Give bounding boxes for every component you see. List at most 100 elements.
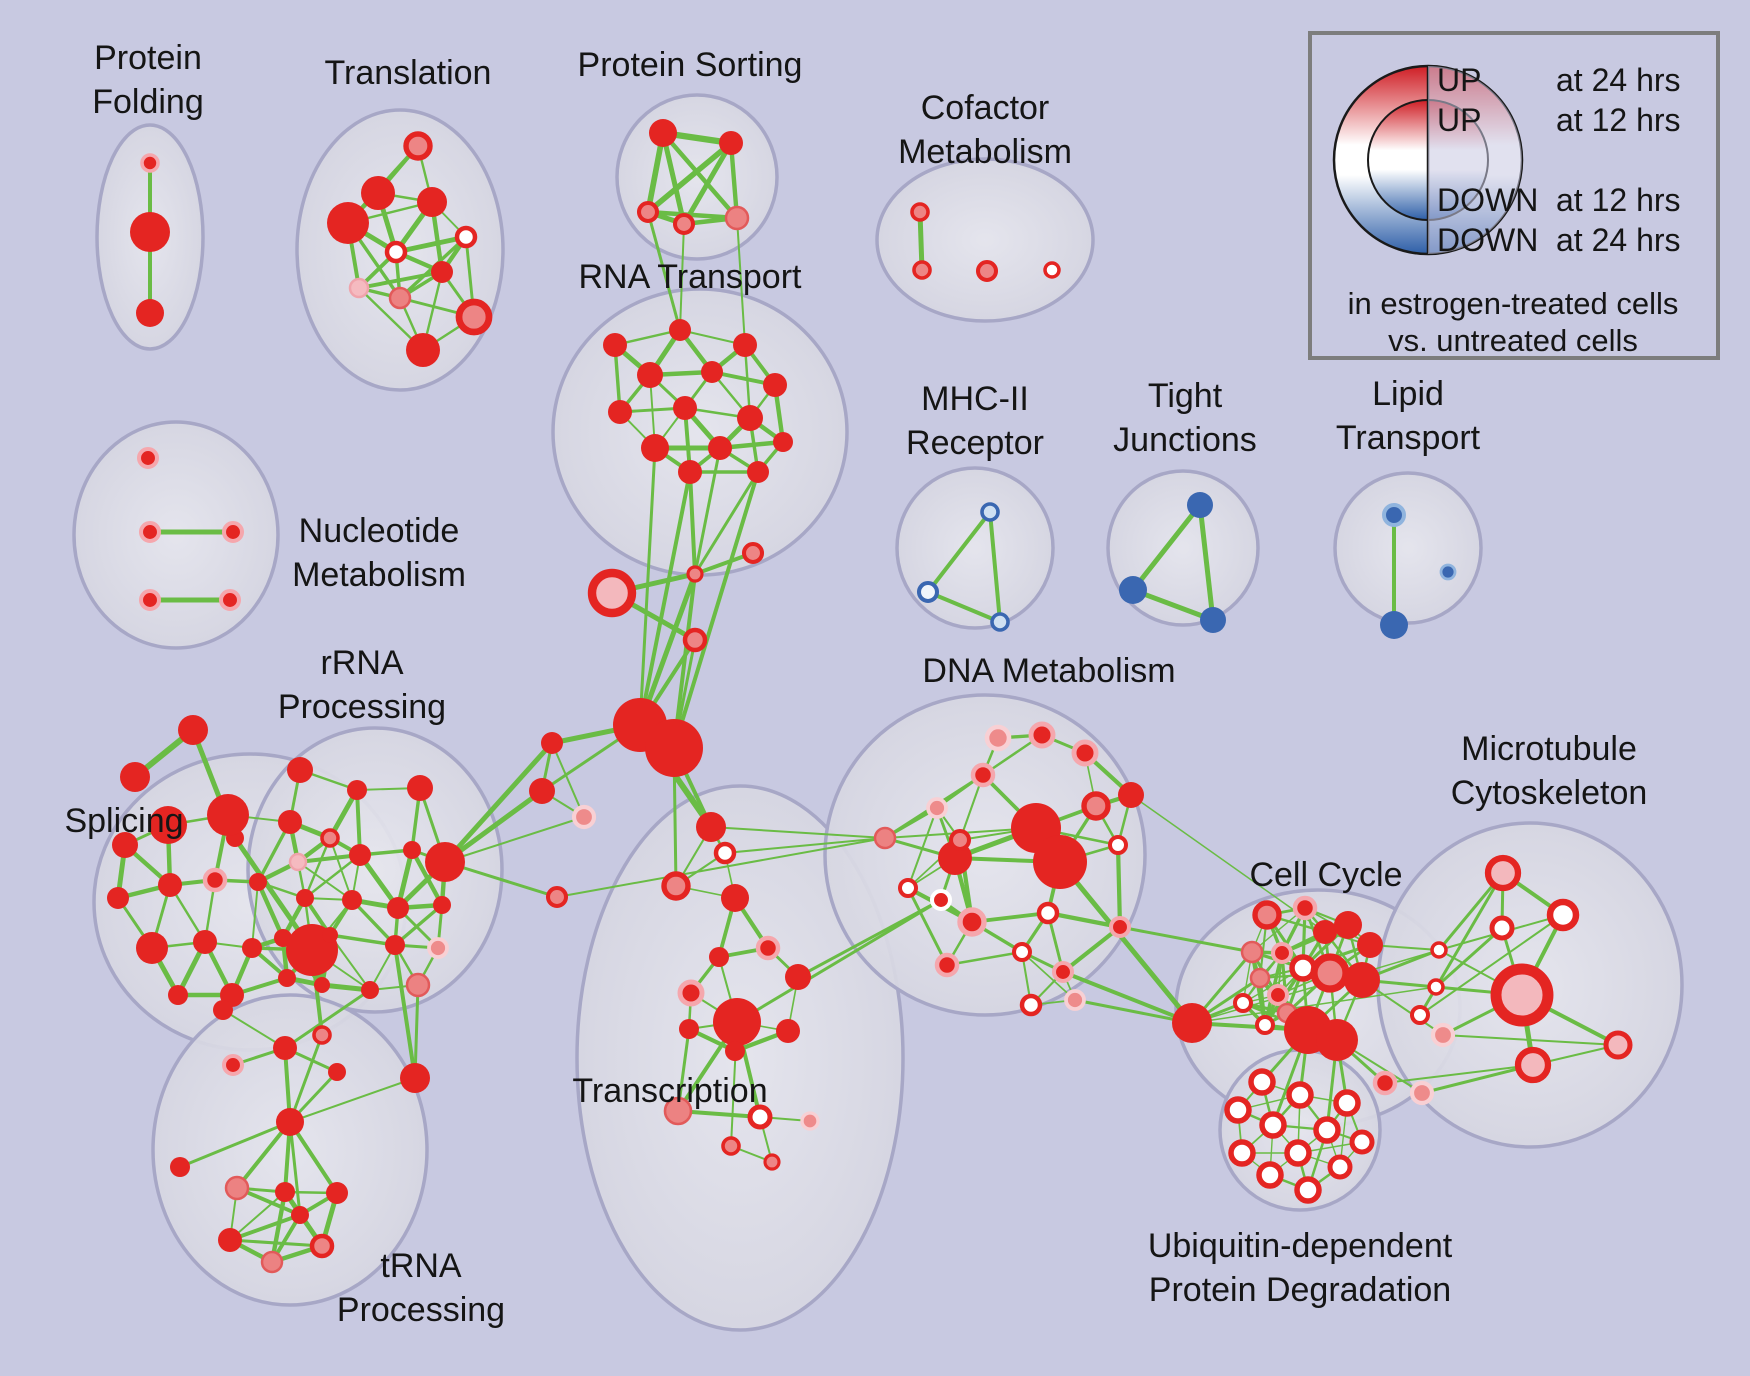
network-node-red: [274, 929, 292, 947]
network-node-pinkRingRed: [138, 520, 162, 544]
cluster-label-trna-processing: tRNA: [380, 1247, 462, 1285]
edge: [444, 816, 585, 863]
network-node-redRingPinkDark: [636, 200, 660, 224]
legend-direction-label: DOWN: [1437, 182, 1538, 218]
edge: [255, 879, 286, 941]
network-node-paleRingPink: [800, 1111, 820, 1131]
network-node-redRingPinkDark: [545, 885, 569, 909]
network-node-red: [709, 947, 729, 967]
cluster-ellipse-nucleotide-metabolism: [72, 420, 280, 650]
network-node-red: [1344, 962, 1380, 998]
cluster-label-microtubule-cytoskeleton: Cytoskeleton: [1451, 774, 1648, 812]
network-node-red: [291, 1206, 309, 1224]
cluster-label-ubiquitin-degradation: Protein Degradation: [1149, 1271, 1451, 1309]
edge: [684, 407, 696, 575]
edge: [926, 510, 992, 594]
network-node-redRingWhite: [713, 841, 737, 865]
edge: [1045, 910, 1123, 930]
edge: [736, 217, 746, 346]
cluster-label-splicing: Splicing: [64, 802, 183, 840]
network-node-red: [275, 1182, 295, 1202]
network-node-redRingWhite: [1284, 1139, 1312, 1167]
network-node-redRingWhite: [1012, 942, 1032, 962]
cluster-label-microtubule-cytoskeleton: Microtubule: [1461, 730, 1637, 768]
network-node-red: [708, 436, 732, 460]
cluster-label-lipid-transport: Lipid: [1372, 375, 1444, 413]
cluster-label-trna-processing: Processing: [337, 1291, 505, 1329]
legend-time-label: at 24 hrs: [1556, 62, 1681, 98]
network-node-red: [158, 873, 182, 897]
network-node-redRingPinkDark: [403, 131, 433, 161]
network-node-red: [645, 719, 703, 777]
edge: [693, 470, 760, 576]
edge: [303, 836, 332, 900]
network-node-redRingWhite: [1327, 1154, 1353, 1180]
edge: [907, 807, 938, 889]
network-node-redRingPinkDark: [312, 1025, 332, 1045]
network-node-red: [249, 873, 267, 891]
edge: [228, 1238, 324, 1248]
network-node-blue: [1119, 576, 1147, 604]
network-node-red: [713, 998, 761, 1046]
network-node-red: [387, 897, 409, 919]
network-node-blue: [1187, 492, 1213, 518]
edge: [945, 950, 1024, 967]
network-node-red: [679, 1019, 699, 1039]
network-node-redRingWhite: [1255, 1015, 1275, 1035]
edge: [393, 903, 444, 947]
network-node-paleRingPink: [926, 797, 948, 819]
network-node-red: [673, 396, 697, 420]
network-node-red: [276, 1108, 304, 1136]
cluster-ellipse-lipid-transport: [1333, 471, 1483, 625]
network-node-redRingWhite: [1294, 1176, 1322, 1204]
legend-time-label: at 12 hrs: [1556, 102, 1681, 138]
network-node-red: [608, 400, 632, 424]
network-node-red: [1334, 911, 1362, 939]
network-node-pink: [260, 1250, 284, 1274]
network-node-red: [669, 319, 691, 341]
network-node-red: [1172, 1003, 1212, 1043]
network-node-red: [130, 212, 170, 252]
legend-fade-half: [1428, 66, 1522, 254]
network-node-redRingPinkDark: [910, 202, 930, 222]
edge: [1191, 986, 1437, 1024]
network-node-red: [136, 299, 164, 327]
network-node-pinkRingRed: [221, 1053, 245, 1077]
edge: [350, 898, 397, 947]
network-node-red: [149, 806, 187, 844]
network-node-redRingWhite: [1430, 941, 1448, 959]
network-node-redRingWhite: [1108, 835, 1128, 855]
network-node-red: [168, 985, 188, 1005]
network-node-blue: [1200, 607, 1226, 633]
network-node-pinkRingRed: [1372, 1070, 1398, 1096]
edge: [1130, 794, 1326, 933]
network-node-red: [112, 832, 138, 858]
network-node-blueRingLight: [990, 612, 1010, 632]
network-node-red: [136, 932, 168, 964]
edge: [681, 140, 734, 227]
legend-footer-line: vs. untreated cells: [1388, 323, 1638, 358]
network-node-redRingWhite: [1286, 1081, 1314, 1109]
network-node-red: [747, 461, 769, 483]
network-node-redRingWhite: [1546, 898, 1580, 932]
network-node-red: [120, 762, 150, 792]
network-node-red: [1118, 782, 1144, 808]
edge: [638, 470, 692, 727]
edge: [645, 140, 734, 215]
network-node-redRingPinkDark: [309, 1233, 335, 1259]
network-node-pinkRingRed: [1051, 960, 1075, 984]
network-node-pinkRingRed: [677, 979, 705, 1007]
network-node-redRingPinkDark: [975, 259, 999, 283]
network-node-red: [400, 1063, 430, 1093]
network-node-red: [273, 1036, 297, 1060]
network-node-redRingPinkDark: [672, 212, 696, 236]
edge: [328, 933, 397, 947]
cluster-ellipse-cofactor-metabolism: [875, 157, 1095, 323]
network-node-red: [785, 964, 811, 990]
network-node-paleRingPink: [427, 937, 449, 959]
edge: [728, 140, 740, 221]
network-node-red: [218, 1228, 242, 1252]
network-node-red: [1357, 932, 1383, 958]
